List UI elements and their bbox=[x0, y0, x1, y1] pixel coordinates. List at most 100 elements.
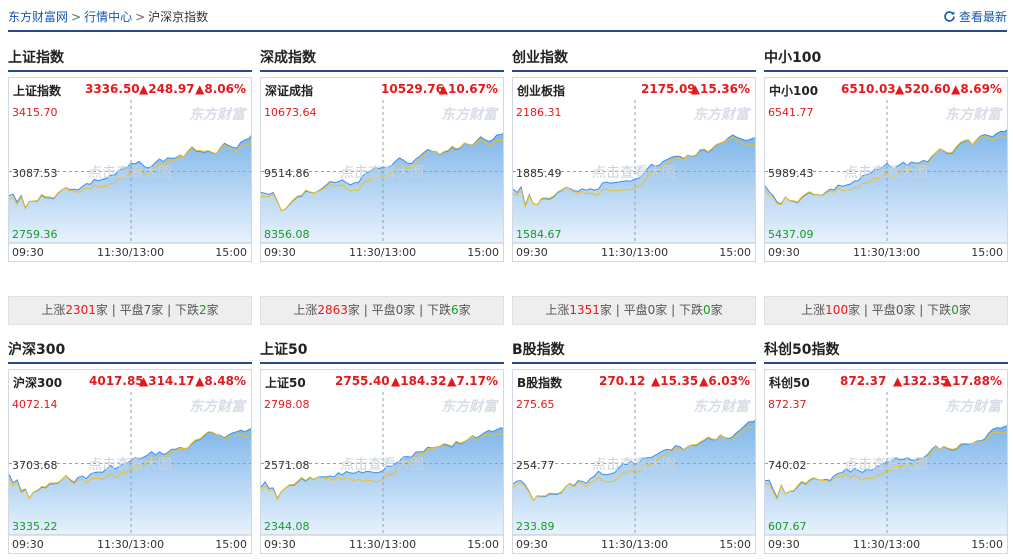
unit-label: 家 bbox=[95, 303, 108, 317]
x-tick-midday: 11:30/13:00 bbox=[853, 538, 921, 551]
y-label-low: 233.89 bbox=[516, 520, 555, 533]
index-chart[interactable]: B股指数 270.12 ▲15.35 ▲6.03% 275.65 254.77 233.89… bbox=[512, 369, 756, 554]
refresh-button[interactable]: 查看最新 bbox=[943, 8, 1007, 25]
top-bar: 东方财富网 > 行情中心 > 沪深京指数 查看最新 bbox=[8, 0, 1007, 32]
quote-change-percent: ▲8.48% bbox=[195, 374, 246, 388]
index-chart[interactable]: 科创50 872.37 ▲132.35 ▲17.88% 872.37 740.02 607.… bbox=[764, 369, 1008, 554]
price-area bbox=[513, 135, 755, 243]
stats-separator: | bbox=[863, 303, 868, 317]
x-tick-close: 15:00 bbox=[215, 538, 247, 551]
y-label-mid: 740.02 bbox=[768, 459, 807, 472]
quote-change-percent: ▲10.67% bbox=[438, 82, 498, 96]
index-card-title[interactable]: 中小100 bbox=[764, 44, 1008, 72]
quote-name: 深证成指 bbox=[265, 84, 314, 98]
chart-canvas bbox=[9, 100, 251, 244]
x-tick-close: 15:00 bbox=[719, 538, 751, 551]
index-chart[interactable]: 上证50 2755.40 ▲184.32 ▲7.17% 2798.08 2571.08 23… bbox=[260, 369, 504, 554]
price-area bbox=[9, 428, 251, 535]
breadcrumb-home-link[interactable]: 东方财富网 bbox=[8, 10, 69, 24]
quote-name: B股指数 bbox=[517, 376, 563, 390]
stats-separator: | bbox=[363, 303, 368, 317]
index-card-title[interactable]: 上证指数 bbox=[8, 44, 252, 72]
quote-change: ▲248.97 bbox=[139, 82, 195, 96]
index-chart[interactable]: 沪深300 4017.85 ▲314.17 ▲8.48% 4072.14 3703.68 3… bbox=[8, 369, 252, 554]
unit-label: 家 bbox=[458, 303, 471, 317]
up-label: 上涨 bbox=[545, 303, 570, 317]
unit-label: 家 bbox=[848, 303, 861, 317]
up-label: 上涨 bbox=[293, 303, 318, 317]
advance-decline-bar: 上涨2301家 | 平盘7家 | 下跌2家 bbox=[8, 296, 252, 325]
x-tick-close: 15:00 bbox=[971, 538, 1003, 551]
x-tick-midday: 11:30/13:00 bbox=[349, 246, 417, 259]
x-tick-midday: 11:30/13:00 bbox=[97, 246, 165, 259]
stats-separator: | bbox=[111, 303, 116, 317]
chart-canvas bbox=[513, 392, 755, 536]
quote-price: 4017.85 bbox=[89, 374, 144, 388]
unit-label: 家 bbox=[599, 303, 612, 317]
breadcrumb-separator: > bbox=[135, 10, 146, 24]
average-price-line bbox=[513, 136, 755, 209]
index-card-title[interactable]: B股指数 bbox=[512, 336, 756, 364]
index-chart[interactable]: 上证指数 3336.50 ▲248.97 ▲8.06% 3415.70 3087.53 27… bbox=[8, 77, 252, 262]
unit-label: 家 bbox=[206, 303, 219, 317]
quote-change: ▲184.32 bbox=[391, 374, 447, 388]
y-label-high: 2798.08 bbox=[264, 398, 310, 411]
stats-separator: | bbox=[671, 303, 676, 317]
y-label-high: 3415.70 bbox=[12, 106, 58, 119]
index-card-title[interactable]: 创业指数 bbox=[512, 44, 756, 72]
flat-count: 0 bbox=[647, 303, 656, 317]
y-label-mid: 2571.08 bbox=[264, 459, 310, 472]
up-label: 上涨 bbox=[801, 303, 826, 317]
average-price-line bbox=[513, 426, 755, 502]
index-card-title[interactable]: 深成指数 bbox=[260, 44, 504, 72]
index-card: B股指数 B股指数 270.12 ▲15.35 ▲6.03% 275.65 254.77 23… bbox=[512, 336, 756, 554]
quote-change-percent: ▲6.03% bbox=[699, 374, 750, 388]
down-count: 0 bbox=[951, 303, 959, 317]
x-tick-open: 09:30 bbox=[12, 538, 44, 551]
quote-price: 10529.76 bbox=[381, 82, 445, 96]
flat-label: 平盘 bbox=[119, 303, 144, 317]
quote-price: 270.12 bbox=[599, 374, 646, 388]
y-label-high: 4072.14 bbox=[12, 398, 58, 411]
unit-label: 家 bbox=[151, 303, 164, 317]
breadcrumb-separator: > bbox=[71, 10, 82, 24]
y-label-mid: 3703.68 bbox=[12, 459, 58, 472]
quote-price: 3336.50 bbox=[85, 82, 140, 96]
down-label: 下跌 bbox=[174, 303, 199, 317]
quote-name: 上证50 bbox=[265, 376, 306, 390]
x-tick-midday: 11:30/13:00 bbox=[349, 538, 417, 551]
quote-price: 2755.40 bbox=[335, 374, 390, 388]
x-tick-open: 09:30 bbox=[768, 538, 800, 551]
index-chart[interactable]: 创业板指 2175.09 ▲15.36% 2186.31 1885.49 1584.67 0… bbox=[512, 77, 756, 262]
index-card-title[interactable]: 科创50指数 bbox=[764, 336, 1008, 364]
quote-change: ▲132.35 bbox=[893, 374, 949, 388]
quote-change-percent: ▲17.88% bbox=[942, 374, 1002, 388]
x-tick-open: 09:30 bbox=[516, 246, 548, 259]
index-card: 创业指数 创业板指 2175.09 ▲15.36% 2186.31 1885.49 1584… bbox=[512, 44, 756, 325]
index-card-title[interactable]: 沪深300 bbox=[8, 336, 252, 364]
index-card: 上证指数上证指数 3336.50 ▲248.97 ▲8.06% 3415.70 3087.… bbox=[8, 44, 252, 325]
y-label-high: 6541.77 bbox=[768, 106, 814, 119]
flat-label: 平盘 bbox=[871, 303, 896, 317]
y-label-high: 2186.31 bbox=[516, 106, 562, 119]
index-card: 沪深300 沪深300 4017.85 ▲314.17 ▲8.48% 4072.14 370… bbox=[8, 336, 252, 554]
breadcrumb-section-link[interactable]: 行情中心 bbox=[84, 10, 133, 24]
advance-decline-bar: 上涨100家 | 平盘0家 | 下跌0家 bbox=[764, 296, 1008, 325]
y-label-mid: 1885.49 bbox=[516, 167, 562, 180]
y-label-low: 3335.22 bbox=[12, 520, 58, 533]
down-count: 0 bbox=[703, 303, 711, 317]
y-label-low: 2344.08 bbox=[264, 520, 310, 533]
up-count: 1351 bbox=[569, 303, 600, 317]
x-tick-open: 09:30 bbox=[264, 538, 296, 551]
up-count: 100 bbox=[825, 303, 849, 317]
y-label-low: 607.67 bbox=[768, 520, 807, 533]
up-count: 2301 bbox=[65, 303, 96, 317]
index-card-title[interactable]: 上证50 bbox=[260, 336, 504, 364]
index-chart[interactable]: 中小100 6510.03 ▲520.60 ▲8.69% 6541.77 5989.43 5… bbox=[764, 77, 1008, 262]
index-card: 深成指数 深证成指 10529.76 ▲10.67% 10673.64 9514.86 83… bbox=[260, 44, 504, 325]
index-card: 中小100 中小100 6510.03 ▲520.60 ▲8.69% 6541.77 598… bbox=[764, 44, 1008, 325]
stats-separator: | bbox=[919, 303, 924, 317]
x-tick-midday: 11:30/13:00 bbox=[601, 246, 669, 259]
index-chart[interactable]: 深证成指 10529.76 ▲10.67% 10673.64 9514.86 8356.0… bbox=[260, 77, 504, 262]
up-label: 上涨 bbox=[41, 303, 66, 317]
